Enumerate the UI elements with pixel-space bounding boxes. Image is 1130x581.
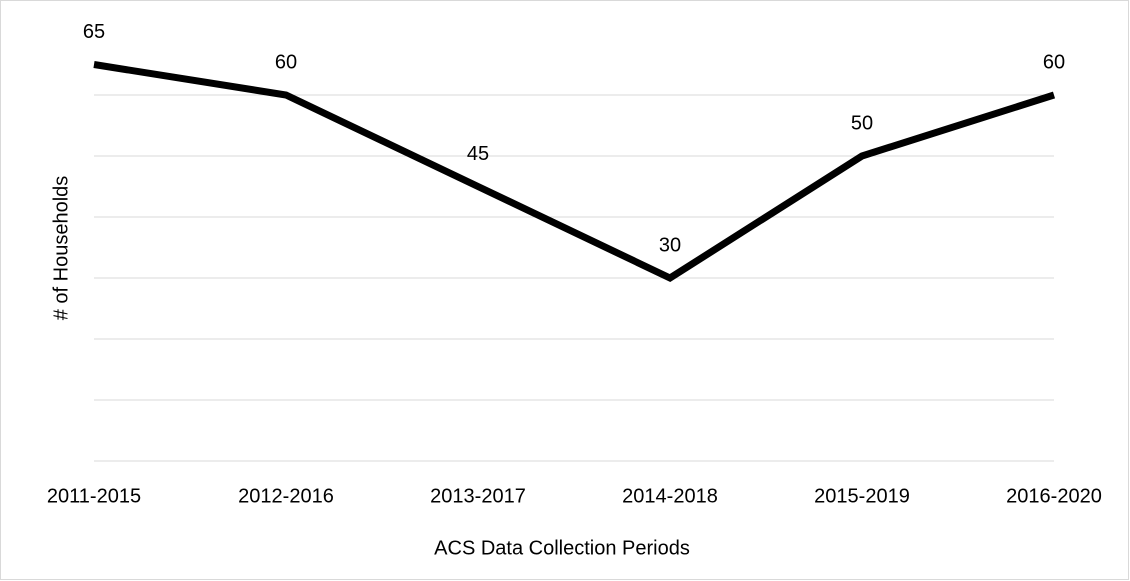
data-line [93, 61, 1056, 282]
x-tick-label: 2016-2020 [1006, 485, 1102, 507]
x-tick-label: 2015-2019 [814, 485, 910, 507]
x-tick-label: 2012-2016 [238, 485, 334, 507]
x-tick-label: 2014-2018 [622, 485, 718, 507]
data-label: 50 [851, 112, 873, 134]
data-label: 45 [467, 143, 489, 165]
x-tick-label: 2011-2015 [47, 485, 141, 507]
y-axis-title: # of Households [50, 176, 72, 321]
x-tick-label: 2013-2017 [430, 485, 526, 507]
data-label: 60 [275, 51, 297, 73]
data-label: 60 [1043, 51, 1065, 73]
x-axis-title: ACS Data Collection Periods [434, 537, 690, 559]
data-label: 30 [659, 234, 681, 256]
data-label: 65 [83, 21, 105, 43]
